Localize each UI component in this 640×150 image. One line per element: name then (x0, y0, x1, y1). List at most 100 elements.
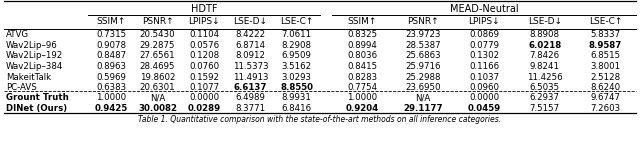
Text: 7.5157: 7.5157 (530, 104, 560, 113)
Text: 8.0912: 8.0912 (236, 51, 266, 60)
Text: 6.9509: 6.9509 (282, 51, 312, 60)
Text: 6.6137: 6.6137 (234, 83, 267, 92)
Text: MakeitTalk: MakeitTalk (6, 72, 51, 81)
Text: 0.6383: 0.6383 (96, 83, 126, 92)
Text: 3.5162: 3.5162 (282, 62, 312, 71)
Text: 0.9425: 0.9425 (95, 104, 128, 113)
Text: 30.0082: 30.0082 (138, 104, 177, 113)
Text: Wav2Lip–192: Wav2Lip–192 (6, 51, 63, 60)
Text: 23.9723: 23.9723 (406, 30, 441, 39)
Text: 8.9587: 8.9587 (589, 41, 622, 50)
Text: 1.0000: 1.0000 (348, 93, 378, 102)
Text: Wav2Lip–384: Wav2Lip–384 (6, 62, 63, 71)
Text: 29.1177: 29.1177 (403, 104, 443, 113)
Text: 20.6301: 20.6301 (140, 83, 175, 92)
Text: 0.8415: 0.8415 (348, 62, 378, 71)
Text: PSNR↑: PSNR↑ (408, 18, 439, 27)
Text: 0.9204: 0.9204 (346, 104, 379, 113)
Text: 0.0779: 0.0779 (469, 41, 499, 50)
Text: 28.4695: 28.4695 (140, 62, 175, 71)
Text: 0.0000: 0.0000 (189, 93, 219, 102)
Text: 0.1592: 0.1592 (189, 72, 219, 81)
Text: 8.3771: 8.3771 (236, 104, 266, 113)
Text: 25.9716: 25.9716 (406, 62, 441, 71)
Text: 1.0000: 1.0000 (96, 93, 126, 102)
Text: 0.1208: 0.1208 (189, 51, 219, 60)
Text: HDTF: HDTF (191, 4, 217, 14)
Text: 0.8036: 0.8036 (348, 51, 378, 60)
Text: 23.6950: 23.6950 (406, 83, 441, 92)
Text: 6.4989: 6.4989 (236, 93, 266, 102)
Text: 0.1302: 0.1302 (469, 51, 499, 60)
Text: 0.0000: 0.0000 (469, 93, 499, 102)
Text: 0.0576: 0.0576 (189, 41, 219, 50)
Text: 9.6747: 9.6747 (591, 93, 621, 102)
Text: 0.0960: 0.0960 (469, 83, 499, 92)
Text: 0.7315: 0.7315 (96, 30, 126, 39)
Text: PSNR↑: PSNR↑ (142, 18, 173, 27)
Text: 6.2937: 6.2937 (530, 93, 560, 102)
Text: ATVG: ATVG (6, 30, 29, 39)
Text: 8.8908: 8.8908 (530, 30, 560, 39)
Text: 6.8714: 6.8714 (236, 41, 266, 50)
Text: 7.2603: 7.2603 (591, 104, 621, 113)
Text: 9.8241: 9.8241 (530, 62, 560, 71)
Text: 6.5035: 6.5035 (530, 83, 560, 92)
Text: 19.8602: 19.8602 (140, 72, 175, 81)
Text: 0.5969: 0.5969 (96, 72, 126, 81)
Text: 20.5430: 20.5430 (140, 30, 175, 39)
Text: 3.0293: 3.0293 (282, 72, 312, 81)
Text: 11.4913: 11.4913 (233, 72, 268, 81)
Text: 2.5128: 2.5128 (591, 72, 621, 81)
Text: LSE-C↑: LSE-C↑ (589, 18, 622, 27)
Text: 6.8515: 6.8515 (591, 51, 621, 60)
Text: 0.1037: 0.1037 (469, 72, 499, 81)
Text: LSE-D↓: LSE-D↓ (528, 18, 562, 27)
Text: 11.4256: 11.4256 (527, 72, 563, 81)
Text: 0.0760: 0.0760 (189, 62, 219, 71)
Text: LPIPS↓: LPIPS↓ (188, 18, 220, 27)
Text: 0.8283: 0.8283 (348, 72, 378, 81)
Text: 3.8001: 3.8001 (591, 62, 621, 71)
Text: 8.8550: 8.8550 (280, 83, 314, 92)
Text: 0.0289: 0.0289 (188, 104, 221, 113)
Text: 5.8337: 5.8337 (591, 30, 621, 39)
Text: 0.8994: 0.8994 (348, 41, 378, 50)
Text: 8.4222: 8.4222 (236, 30, 266, 39)
Text: 8.2908: 8.2908 (282, 41, 312, 50)
Text: 0.8963: 0.8963 (96, 62, 126, 71)
Text: 11.5373: 11.5373 (232, 62, 268, 71)
Text: 6.8416: 6.8416 (282, 104, 312, 113)
Text: 25.6863: 25.6863 (405, 51, 441, 60)
Text: 0.8487: 0.8487 (96, 51, 126, 60)
Text: 25.2988: 25.2988 (406, 72, 441, 81)
Text: LSE-C↑: LSE-C↑ (280, 18, 314, 27)
Text: 7.0611: 7.0611 (282, 30, 312, 39)
Text: LPIPS↓: LPIPS↓ (468, 18, 500, 27)
Text: 0.0459: 0.0459 (467, 104, 500, 113)
Text: SSIM↑: SSIM↑ (348, 18, 377, 27)
Text: DINet (Ours): DINet (Ours) (6, 104, 67, 113)
Text: 0.8325: 0.8325 (348, 30, 378, 39)
Text: MEAD-Neutral: MEAD-Neutral (450, 4, 518, 14)
Text: 0.0869: 0.0869 (469, 30, 499, 39)
Text: N/A: N/A (150, 93, 165, 102)
Text: PC-AVS: PC-AVS (6, 83, 36, 92)
Text: 27.6561: 27.6561 (140, 51, 175, 60)
Text: 0.1166: 0.1166 (469, 62, 499, 71)
Text: LSE-D↓: LSE-D↓ (234, 18, 268, 27)
Text: Table 1. Quantitative comparison with the state-of-the-art methods on all infere: Table 1. Quantitative comparison with th… (138, 116, 502, 124)
Text: 0.7754: 0.7754 (348, 83, 378, 92)
Text: 6.0218: 6.0218 (528, 41, 561, 50)
Text: 28.5387: 28.5387 (405, 41, 441, 50)
Text: Wav2Lip–96: Wav2Lip–96 (6, 41, 58, 50)
Text: Grount Truth: Grount Truth (6, 93, 68, 102)
Text: 8.9931: 8.9931 (282, 93, 312, 102)
Text: 7.8426: 7.8426 (530, 51, 560, 60)
Text: 29.2875: 29.2875 (140, 41, 175, 50)
Text: 0.1077: 0.1077 (189, 83, 219, 92)
Text: SSIM↑: SSIM↑ (97, 18, 126, 27)
Text: 0.1104: 0.1104 (189, 30, 219, 39)
Text: 8.6240: 8.6240 (591, 83, 621, 92)
Text: 0.9078: 0.9078 (96, 41, 126, 50)
